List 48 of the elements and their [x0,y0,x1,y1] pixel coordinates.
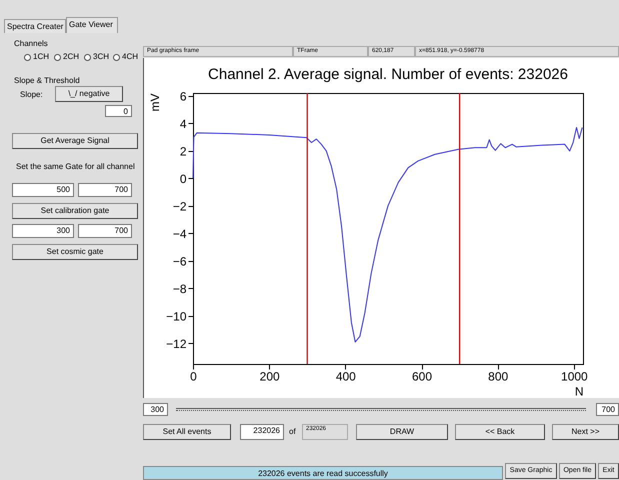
x-axis-title: N [574,384,584,398]
y-tick-label: −10 [166,309,187,324]
text: 500 [12,183,74,197]
y-tick-label: 0 [180,172,187,186]
chart-title: Channel 2. Average signal. Number of events: 232026 [208,66,568,83]
text: 4CH [122,52,138,61]
x-tick-label: 1000 [561,370,588,384]
text: Next >> [552,424,619,440]
text: Get Average Signal [12,133,138,149]
y-tick-label: −6 [172,254,187,268]
x-tick-label: 800 [488,370,509,384]
text: Gate Viewer [66,17,118,33]
text: 0 [105,105,132,117]
x-tick-label: 200 [260,370,280,384]
text: 700 [78,183,132,197]
text: of [289,427,296,436]
text: 1CH [33,52,50,61]
text: 2CH [63,52,80,61]
text: Set All events [143,424,231,440]
text: 3CH [93,52,110,61]
text: Set the same Gate for all channel [16,162,135,171]
y-tick-label: −2 [172,199,187,214]
text: 700 [596,403,619,416]
text: DRAW [356,424,448,440]
text: << Back [455,424,545,440]
text: Set calibration gate [12,203,138,219]
text: 700 [78,224,132,238]
text: 232026 [240,424,284,440]
text: \_/ negative [55,86,123,102]
y-tick-label: 4 [180,116,187,131]
x-tick-label: 600 [412,370,432,384]
y-tick-label: −8 [172,282,187,296]
y-tick-label: −4 [172,226,187,241]
x-tick-label: 0 [190,370,198,384]
line-series [192,127,583,342]
text: Set cosmic gate [12,244,138,260]
text: 232026 events are read successfully [143,466,503,480]
text: Slope: [20,90,43,99]
x-tick-label: 400 [336,370,356,384]
text: Slope & Threshold [14,76,80,85]
y-axis-title: mV [148,94,162,112]
y-tick-label: −12 [166,336,187,351]
y-tick-label: 2 [180,144,187,158]
text: 300 [143,403,168,416]
y-tick-label: 6 [180,89,187,104]
text: 300 [12,224,74,238]
text: Channels [14,39,48,48]
text: Spectra Creater [4,19,66,33]
